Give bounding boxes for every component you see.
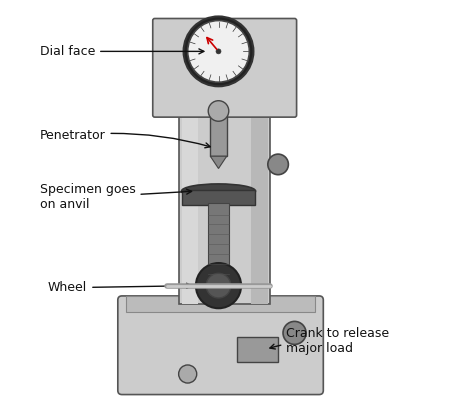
- Ellipse shape: [182, 184, 255, 198]
- FancyBboxPatch shape: [182, 49, 198, 304]
- Circle shape: [206, 273, 231, 298]
- FancyBboxPatch shape: [182, 190, 255, 206]
- FancyBboxPatch shape: [153, 18, 297, 117]
- Text: Specimen goes
on anvil: Specimen goes on anvil: [40, 183, 191, 211]
- Circle shape: [268, 154, 288, 175]
- Text: Wheel: Wheel: [48, 281, 191, 294]
- Circle shape: [196, 263, 241, 308]
- Text: Dial face: Dial face: [40, 45, 204, 58]
- FancyBboxPatch shape: [208, 203, 229, 288]
- FancyBboxPatch shape: [118, 296, 323, 395]
- Text: Crank to release
major load: Crank to release major load: [270, 327, 390, 355]
- FancyBboxPatch shape: [237, 337, 278, 362]
- Circle shape: [208, 101, 229, 121]
- FancyBboxPatch shape: [126, 296, 315, 312]
- FancyBboxPatch shape: [180, 49, 270, 304]
- Circle shape: [183, 16, 254, 86]
- Text: Penetrator: Penetrator: [40, 129, 210, 148]
- FancyBboxPatch shape: [251, 49, 268, 304]
- FancyBboxPatch shape: [210, 115, 227, 156]
- Circle shape: [283, 321, 306, 344]
- Circle shape: [216, 49, 221, 54]
- Polygon shape: [210, 156, 227, 169]
- Circle shape: [179, 365, 197, 383]
- Circle shape: [188, 21, 249, 82]
